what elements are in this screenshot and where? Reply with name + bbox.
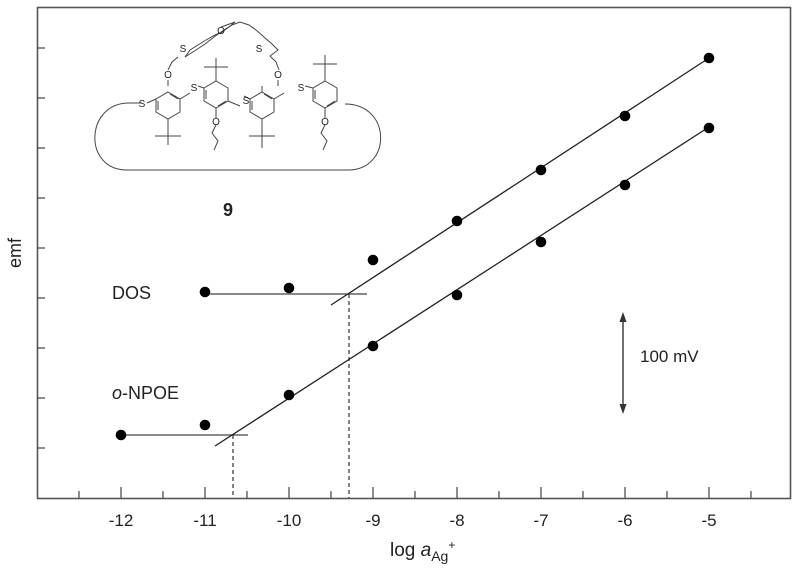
chemical-structure-9	[94, 21, 382, 171]
data-point	[619, 110, 631, 122]
x-axis-ticks	[78, 487, 752, 498]
crown-oxygen: O	[217, 26, 225, 37]
svg-text:S: S	[191, 83, 198, 94]
data-point	[619, 179, 631, 191]
arrow-up-icon	[619, 312, 627, 322]
svg-text:S: S	[256, 44, 263, 55]
x-tick-label: -12	[109, 511, 134, 530]
data-point	[199, 286, 211, 298]
data-point	[367, 340, 379, 352]
data-point	[115, 429, 127, 441]
data-point	[703, 122, 715, 134]
x-tick-label: -8	[449, 511, 464, 530]
data-point	[283, 282, 295, 294]
data-point	[283, 389, 295, 401]
data-point	[703, 52, 715, 64]
y-axis-label: emf	[5, 237, 25, 268]
series-dos	[199, 52, 715, 498]
scale-bar: 100 mV	[619, 312, 699, 414]
data-point	[199, 419, 211, 431]
svg-text:S: S	[180, 44, 187, 55]
x-tick-label: -11	[193, 511, 216, 530]
dos-label: DOS	[112, 283, 151, 303]
structure-atom-labels: S O S O O S S S S O O	[139, 26, 329, 128]
x-tick-label: -7	[533, 511, 548, 530]
data-point	[535, 236, 547, 248]
series-o-npoe	[115, 122, 715, 498]
data-point	[535, 164, 547, 176]
svg-text:O: O	[274, 70, 282, 81]
y-axis-ticks	[37, 47, 45, 449]
x-tick-label: -5	[701, 511, 716, 530]
svg-text:O: O	[212, 117, 220, 128]
scale-bar-label: 100 mV	[640, 347, 699, 366]
x-tick-label: -10	[277, 511, 302, 530]
svg-text:S: S	[298, 83, 305, 94]
svg-text:S: S	[243, 96, 250, 107]
data-point	[451, 215, 463, 227]
x-tick-label: -6	[617, 511, 632, 530]
plot-frame	[36, 6, 792, 500]
compound-number: 9	[223, 200, 233, 220]
x-axis-label: log aAg+	[390, 538, 455, 564]
svg-text:O: O	[321, 117, 329, 128]
x-tick-labels: -12 -11 -10 -9 -8 -7 -6 -5	[109, 511, 717, 530]
dos-slope-line	[330, 57, 710, 306]
npoe-label: o-NPOE	[112, 383, 179, 403]
arrow-down-icon	[619, 404, 627, 414]
data-point	[367, 254, 379, 266]
x-tick-label: -9	[365, 511, 380, 530]
svg-text:S: S	[139, 99, 146, 110]
data-point	[451, 289, 463, 301]
svg-text:O: O	[164, 70, 172, 81]
